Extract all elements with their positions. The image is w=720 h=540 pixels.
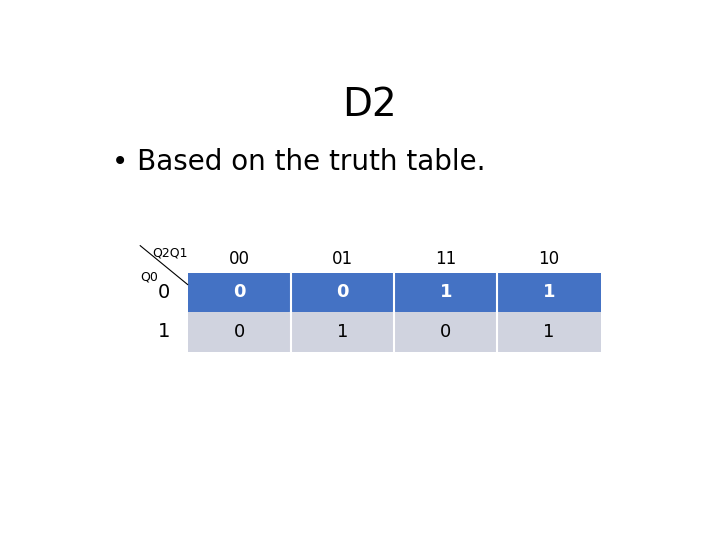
Text: 1: 1 [337,323,348,341]
Text: 0: 0 [336,284,348,301]
Text: 10: 10 [539,250,559,268]
Bar [188,273,600,312]
Text: 0: 0 [440,323,451,341]
Text: • Based on the truth table.: • Based on the truth table. [112,148,486,176]
Text: D2: D2 [342,85,396,124]
Text: 0: 0 [233,284,246,301]
Text: 0: 0 [158,283,170,302]
Text: Q2Q1: Q2Q1 [152,246,188,260]
Text: 1: 1 [544,323,554,341]
Text: 0: 0 [233,323,245,341]
Text: 1: 1 [439,284,452,301]
Bar [188,312,600,352]
Text: 11: 11 [435,250,456,268]
Text: 01: 01 [332,250,353,268]
Text: 00: 00 [229,250,250,268]
Text: Q0: Q0 [140,271,158,284]
Text: 1: 1 [543,284,555,301]
Text: 1: 1 [158,322,170,341]
